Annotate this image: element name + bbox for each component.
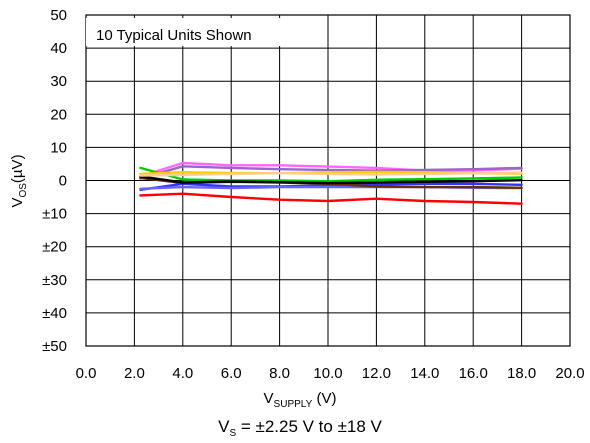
x-tick-label-10: 20.0 bbox=[555, 365, 584, 382]
series-line-3 bbox=[139, 165, 523, 180]
x-tick-label-4: 8.0 bbox=[269, 365, 290, 382]
y-tick-labels: 50 40 30 20 10 0 ±10 ±20 ±30 ±40 ±50 bbox=[42, 7, 67, 355]
annotation-box bbox=[86, 18, 300, 46]
x-axis-label-main: V bbox=[264, 390, 274, 407]
x-axis-label: VSUPPLY (V) bbox=[264, 390, 337, 410]
y-axis-label-sub: OS bbox=[18, 183, 29, 198]
chart-caption: VS = ±2.25 V to ±18 V bbox=[218, 417, 382, 439]
y-tick-label-5: 0 bbox=[59, 173, 67, 190]
x-axis-label-tail: (V) bbox=[312, 390, 336, 407]
y-tick-label-7: ±20 bbox=[42, 239, 67, 256]
x-tick-label-1: 2.0 bbox=[124, 365, 145, 382]
x-tick-label-7: 14.0 bbox=[410, 365, 439, 382]
x-tick-label-9: 18.0 bbox=[507, 365, 536, 382]
annotation-text: 10 Typical Units Shown bbox=[96, 27, 252, 44]
y-axis-label-tail: (µV) bbox=[9, 154, 26, 183]
y-tick-label-1: 40 bbox=[50, 40, 67, 57]
series-line-9 bbox=[139, 175, 523, 185]
x-tick-label-8: 16.0 bbox=[459, 365, 488, 382]
x-tick-label-3: 6.0 bbox=[221, 365, 242, 382]
caption-main: V bbox=[218, 417, 230, 436]
caption-tail: = ±2.25 V to ±18 V bbox=[236, 417, 382, 436]
x-tick-label-0: 0.0 bbox=[76, 365, 97, 382]
series-line-1 bbox=[139, 192, 523, 205]
y-tick-label-0: 50 bbox=[50, 7, 67, 24]
caption-sub: S bbox=[229, 428, 236, 439]
plot-area-frame bbox=[85, 14, 571, 347]
x-tick-label-6: 12.0 bbox=[362, 365, 391, 382]
x-tick-label-5: 10.0 bbox=[313, 365, 342, 382]
y-tick-label-9: ±40 bbox=[42, 305, 67, 322]
y-tick-label-3: 20 bbox=[50, 106, 67, 123]
x-axis-label-sub: SUPPLY bbox=[274, 399, 313, 410]
y-axis-label-main: V bbox=[9, 198, 26, 208]
y-tick-label-10: ±50 bbox=[42, 338, 67, 355]
series-line-10 bbox=[139, 171, 523, 177]
x-tick-label-2: 4.0 bbox=[172, 365, 193, 382]
y-tick-label-6: ±10 bbox=[42, 206, 67, 223]
y-tick-label-2: 30 bbox=[50, 73, 67, 90]
y-axis-label: VOS(µV) bbox=[9, 154, 29, 207]
series-layer bbox=[139, 161, 523, 205]
series-line-6 bbox=[139, 166, 523, 183]
y-tick-label-4: 10 bbox=[50, 139, 67, 156]
x-tick-labels: 0.0 2.0 4.0 6.0 8.0 10.0 12.0 14.0 16.0 18.0 20.0 bbox=[76, 365, 585, 382]
series-line-4 bbox=[139, 182, 523, 192]
y-tick-label-8: ±30 bbox=[42, 272, 67, 289]
